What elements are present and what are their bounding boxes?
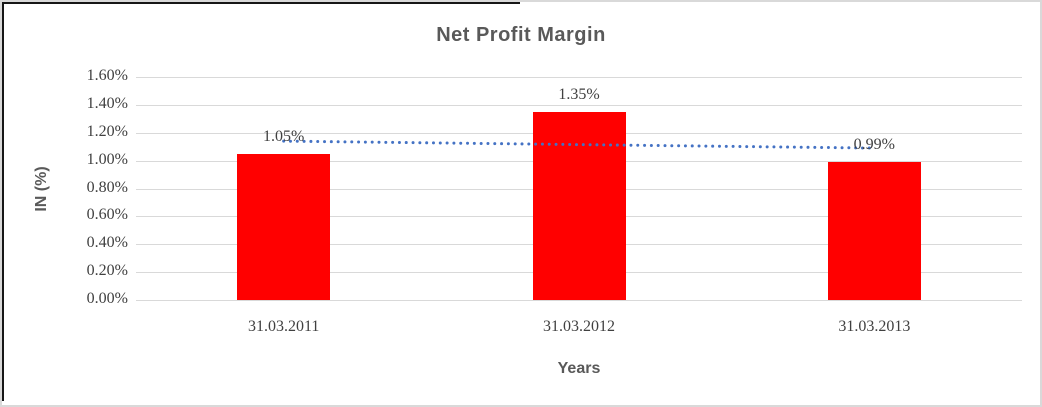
x-axis-tick-label: 31.03.2011 — [247, 318, 320, 335]
y-axis-tick-label: 1.00% — [86, 150, 128, 168]
y-axis-tick-label: 0.00% — [86, 290, 128, 307]
y-axis-tick-label: 0.80% — [86, 178, 128, 196]
y-axis-tick-label: 0.40% — [86, 234, 128, 252]
x-axis-title: Years — [557, 360, 601, 377]
bar-data-label: 0.99% — [853, 136, 895, 154]
bar-data-label: 1.35% — [558, 85, 600, 103]
bar-data-label: 1.05% — [262, 127, 305, 145]
y-axis-tick-label: 0.20% — [86, 262, 128, 280]
x-axis-tick-label: 31.03.2012 — [543, 318, 615, 335]
bar — [532, 111, 626, 300]
bar — [237, 153, 331, 300]
gridline — [136, 300, 1022, 301]
frame-top-border — [2, 2, 520, 4]
y-axis-tick-label: 1.60% — [86, 67, 128, 84]
x-axis-tick-label: 31.03.2013 — [838, 318, 911, 335]
bar — [827, 162, 921, 300]
y-axis-tick-label: 1.40% — [86, 94, 128, 112]
y-axis-tick-label: 1.20% — [86, 122, 128, 140]
gridline — [136, 77, 1022, 78]
chart-title: Net Profit Margin — [436, 24, 606, 46]
gridline — [136, 104, 1022, 106]
frame-left-border — [2, 2, 4, 401]
y-axis-tick-label: 0.60% — [86, 206, 128, 224]
